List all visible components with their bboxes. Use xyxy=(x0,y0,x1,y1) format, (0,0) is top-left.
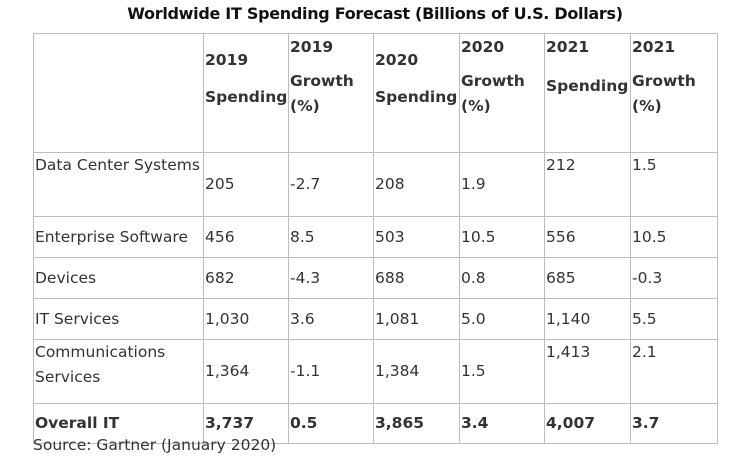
header-2020-growth-year: 2020 xyxy=(461,38,505,56)
growth-2019-cell: -2.7 xyxy=(288,152,374,217)
segment-cell: Devices xyxy=(33,257,204,299)
spending-2020-cell: 1,081 xyxy=(373,298,460,340)
segment-cell: Communications Services xyxy=(33,339,204,404)
header-2020-growth-label: Growth (%) xyxy=(461,72,525,115)
header-2021-spending: 2021 Spending xyxy=(544,33,631,153)
header-2021-spending-year: 2021 xyxy=(546,38,590,56)
growth-2020-cell: 3.4 xyxy=(459,403,545,444)
growth-2019-cell: 8.5 xyxy=(288,216,374,258)
table-title: Worldwide IT Spending Forecast (Billions… xyxy=(127,4,623,23)
it-spending-table: 2019 Spending 2019 Growth (%) 2020 Spend… xyxy=(33,33,718,444)
segment-cell: IT Services xyxy=(33,298,204,340)
spending-2019-cell: 456 xyxy=(203,216,289,258)
header-2020-spending-year: 2020 xyxy=(375,51,419,69)
growth-2020-cell: 0.8 xyxy=(459,257,545,299)
table-row: Devices 682 -4.3 688 0.8 685 -0.3 xyxy=(33,257,718,299)
growth-2019-cell: -4.3 xyxy=(288,257,374,299)
header-2020-spending-label: Spending xyxy=(375,88,458,106)
spending-2020-cell: 3,865 xyxy=(373,403,460,444)
spending-2019-cell: 682 xyxy=(203,257,289,299)
growth-2020-cell: 10.5 xyxy=(459,216,545,258)
spending-2020-cell: 503 xyxy=(373,216,460,258)
spending-2020-cell: 688 xyxy=(373,257,460,299)
spending-2021-cell: 685 xyxy=(544,257,631,299)
growth-2019-cell: 3.6 xyxy=(288,298,374,340)
spending-2021-cell: 4,007 xyxy=(544,403,631,444)
growth-2020-cell: 5.0 xyxy=(459,298,545,340)
header-segment-cell xyxy=(33,33,204,153)
growth-2020-cell: 1.9 xyxy=(459,152,545,217)
spending-2019-cell: 205 xyxy=(203,152,289,217)
growth-2021-cell: 10.5 xyxy=(630,216,718,258)
growth-2021-cell: 3.7 xyxy=(630,403,718,444)
table-row: Enterprise Software 456 8.5 503 10.5 556… xyxy=(33,216,718,258)
growth-2019-cell: 0.5 xyxy=(288,403,374,444)
spending-2021-cell: 1,140 xyxy=(544,298,631,340)
spending-2021-cell: 556 xyxy=(544,216,631,258)
spending-2021-cell: 1,413 xyxy=(544,339,631,404)
header-2020-growth: 2020 Growth (%) xyxy=(459,33,545,153)
growth-2021-cell: 5.5 xyxy=(630,298,718,340)
spending-2019-cell: 1,030 xyxy=(203,298,289,340)
spending-2019-cell: 1,364 xyxy=(203,339,289,404)
header-2019-growth-year: 2019 xyxy=(290,38,334,56)
table-row: Data Center Systems 205 -2.7 208 1.9 212… xyxy=(33,152,718,217)
spending-2019-cell: 3,737 xyxy=(203,403,289,444)
spending-2020-cell: 208 xyxy=(373,152,460,217)
spending-2020-cell: 1,384 xyxy=(373,339,460,404)
header-2021-growth: 2021 Growth (%) xyxy=(630,33,718,153)
total-row: Overall IT 3,737 0.5 3,865 3.4 4,007 3.7 xyxy=(33,403,718,444)
header-row: 2019 Spending 2019 Growth (%) 2020 Spend… xyxy=(33,33,718,153)
header-2019-spending: 2019 Spending xyxy=(203,33,289,153)
header-2019-spending-year: 2019 xyxy=(205,51,249,69)
growth-2019-cell: -1.1 xyxy=(288,339,374,404)
growth-2021-cell: 1.5 xyxy=(630,152,718,217)
table-row: Communications Services 1,364 -1.1 1,384… xyxy=(33,339,718,404)
growth-2020-cell: 1.5 xyxy=(459,339,545,404)
growth-2021-cell: 2.1 xyxy=(630,339,718,404)
header-2019-growth: 2019 Growth (%) xyxy=(288,33,374,153)
header-2019-spending-label: Spending xyxy=(205,88,288,106)
growth-2021-cell: -0.3 xyxy=(630,257,718,299)
header-2021-growth-year: 2021 xyxy=(632,38,676,56)
header-2021-spending-label: Spending xyxy=(546,77,629,95)
source-note: Source: Gartner (January 2020) xyxy=(33,436,277,454)
header-2021-growth-label: Growth (%) xyxy=(632,72,696,115)
header-2020-spending: 2020 Spending xyxy=(373,33,460,153)
segment-cell: Overall IT xyxy=(33,403,204,444)
table-row: IT Services 1,030 3.6 1,081 5.0 1,140 5.… xyxy=(33,298,718,340)
segment-cell: Data Center Systems xyxy=(33,152,204,217)
header-2019-growth-label: Growth (%) xyxy=(290,72,354,115)
spending-2021-cell: 212 xyxy=(544,152,631,217)
segment-cell: Enterprise Software xyxy=(33,216,204,258)
